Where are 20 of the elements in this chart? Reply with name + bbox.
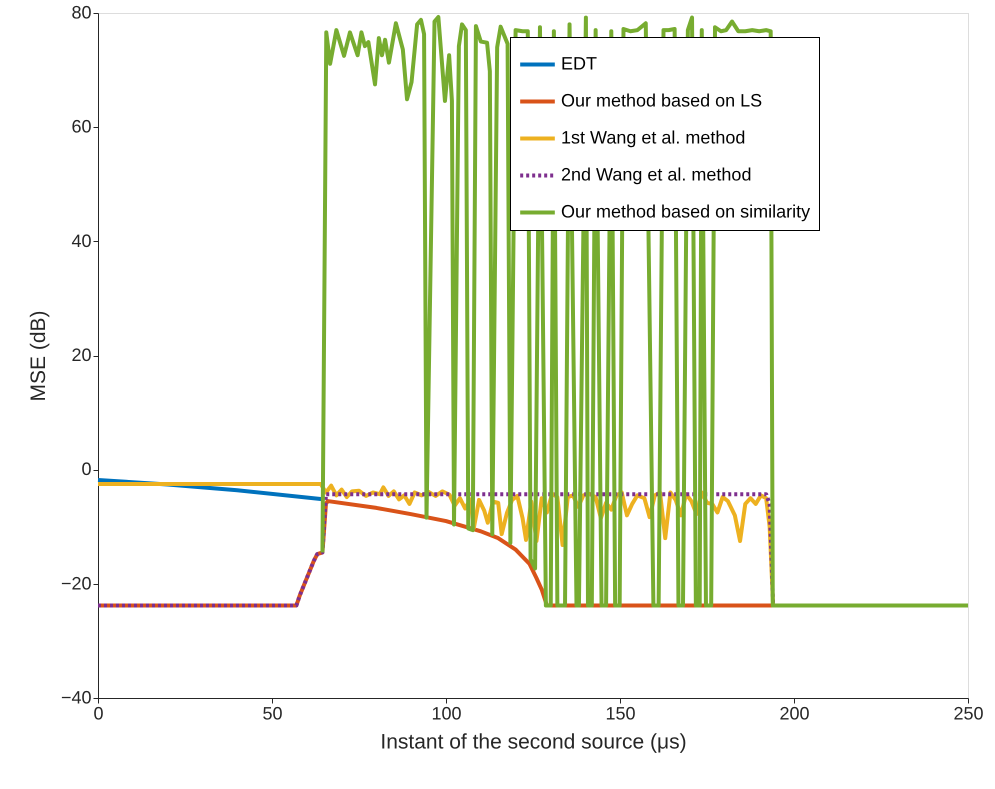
y-tick-label: 20	[71, 345, 92, 365]
y-tick-label: 60	[71, 116, 92, 137]
x-tick-label: 250	[953, 704, 984, 724]
legend-label: Our method based on LS	[561, 90, 762, 110]
y-tick-label: 0	[81, 459, 92, 480]
legend-label: 1st Wang et al. method	[561, 128, 746, 148]
y-tick-label: 40	[71, 230, 92, 251]
y-tick-label: 80	[71, 2, 92, 22]
y-axis-title: MSE (dB)	[26, 310, 50, 402]
x-tick-label: 150	[605, 704, 636, 724]
y-tick-label: −20	[60, 573, 92, 594]
x-tick-label: 100	[431, 704, 462, 724]
legend-label: 2nd Wang et al. method	[561, 164, 752, 184]
x-tick-label: 0	[93, 704, 104, 724]
legend-label: EDT	[561, 54, 598, 74]
x-tick-label: 50	[262, 704, 283, 724]
x-tick-label: 200	[779, 704, 810, 724]
x-axis-title: Instant of the second source (μs)	[380, 730, 687, 754]
y-tick-label: −40	[60, 688, 92, 708]
legend-label: Our method based on similarity	[561, 202, 810, 222]
